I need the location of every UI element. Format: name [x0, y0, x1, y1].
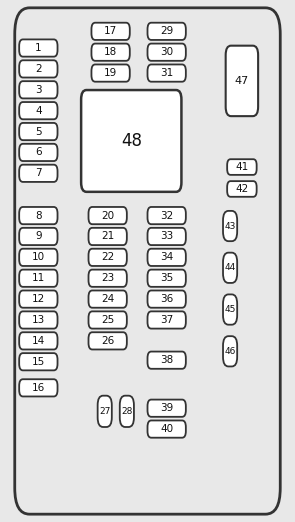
FancyBboxPatch shape [19, 269, 58, 287]
Text: 35: 35 [160, 273, 173, 283]
FancyBboxPatch shape [148, 352, 186, 369]
Text: 2: 2 [35, 64, 42, 74]
FancyBboxPatch shape [91, 65, 130, 81]
FancyBboxPatch shape [223, 294, 237, 325]
FancyBboxPatch shape [226, 46, 258, 116]
Text: 33: 33 [160, 231, 173, 242]
Text: 3: 3 [35, 85, 42, 95]
Text: 12: 12 [32, 294, 45, 304]
Text: 46: 46 [224, 347, 236, 356]
FancyBboxPatch shape [19, 164, 58, 182]
Text: 36: 36 [160, 294, 173, 304]
FancyBboxPatch shape [223, 211, 237, 241]
Text: 4: 4 [35, 105, 42, 116]
FancyBboxPatch shape [19, 290, 58, 308]
FancyBboxPatch shape [148, 290, 186, 308]
Text: 25: 25 [101, 315, 114, 325]
Text: 5: 5 [35, 126, 42, 137]
FancyBboxPatch shape [227, 159, 257, 175]
FancyBboxPatch shape [120, 396, 134, 427]
FancyBboxPatch shape [88, 228, 127, 245]
FancyBboxPatch shape [19, 81, 58, 98]
FancyBboxPatch shape [88, 269, 127, 287]
FancyBboxPatch shape [88, 311, 127, 329]
Text: 41: 41 [235, 162, 248, 172]
FancyBboxPatch shape [227, 181, 257, 197]
FancyBboxPatch shape [148, 249, 186, 266]
Text: 37: 37 [160, 315, 173, 325]
FancyBboxPatch shape [88, 333, 127, 350]
Text: 20: 20 [101, 210, 114, 221]
Text: 22: 22 [101, 252, 114, 263]
Text: 24: 24 [101, 294, 114, 304]
Text: 30: 30 [160, 47, 173, 57]
Text: 16: 16 [32, 383, 45, 393]
Text: 11: 11 [32, 273, 45, 283]
FancyBboxPatch shape [19, 311, 58, 329]
Text: 43: 43 [224, 221, 236, 231]
Text: 8: 8 [35, 210, 42, 221]
Text: 9: 9 [35, 231, 42, 242]
Text: 21: 21 [101, 231, 114, 242]
FancyBboxPatch shape [19, 207, 58, 224]
Text: 10: 10 [32, 252, 45, 263]
Text: 42: 42 [235, 184, 248, 194]
FancyBboxPatch shape [81, 90, 181, 192]
Text: 7: 7 [35, 168, 42, 179]
Text: 27: 27 [99, 407, 110, 416]
Text: 40: 40 [160, 424, 173, 434]
Text: 38: 38 [160, 355, 173, 365]
FancyBboxPatch shape [19, 60, 58, 78]
FancyBboxPatch shape [148, 65, 186, 81]
FancyBboxPatch shape [19, 353, 58, 371]
Text: 26: 26 [101, 336, 114, 346]
Text: 23: 23 [101, 273, 114, 283]
FancyBboxPatch shape [88, 249, 127, 266]
FancyBboxPatch shape [148, 400, 186, 417]
FancyBboxPatch shape [19, 144, 58, 161]
Text: 48: 48 [121, 132, 142, 150]
FancyBboxPatch shape [19, 102, 58, 120]
Text: 15: 15 [32, 357, 45, 367]
Text: 17: 17 [104, 26, 117, 37]
FancyBboxPatch shape [19, 228, 58, 245]
Text: 28: 28 [121, 407, 132, 416]
FancyBboxPatch shape [148, 421, 186, 437]
Text: 1: 1 [35, 43, 42, 53]
FancyBboxPatch shape [91, 43, 130, 61]
FancyBboxPatch shape [148, 207, 186, 224]
Text: 19: 19 [104, 68, 117, 78]
FancyBboxPatch shape [88, 290, 127, 308]
Text: 29: 29 [160, 26, 173, 37]
FancyBboxPatch shape [91, 22, 130, 40]
FancyBboxPatch shape [148, 22, 186, 40]
Text: 47: 47 [235, 76, 249, 86]
FancyBboxPatch shape [19, 333, 58, 350]
Text: 39: 39 [160, 403, 173, 413]
FancyBboxPatch shape [148, 269, 186, 287]
Text: 31: 31 [160, 68, 173, 78]
Text: 44: 44 [224, 263, 236, 272]
Text: 6: 6 [35, 147, 42, 158]
Text: 32: 32 [160, 210, 173, 221]
Text: 34: 34 [160, 252, 173, 263]
Text: 45: 45 [224, 305, 236, 314]
FancyBboxPatch shape [148, 43, 186, 61]
FancyBboxPatch shape [148, 228, 186, 245]
Text: 14: 14 [32, 336, 45, 346]
FancyBboxPatch shape [223, 336, 237, 366]
FancyBboxPatch shape [15, 8, 280, 514]
FancyBboxPatch shape [88, 207, 127, 224]
FancyBboxPatch shape [223, 253, 237, 283]
FancyBboxPatch shape [98, 396, 112, 427]
FancyBboxPatch shape [148, 311, 186, 329]
FancyBboxPatch shape [19, 379, 58, 397]
Text: 13: 13 [32, 315, 45, 325]
FancyBboxPatch shape [19, 123, 58, 140]
Text: 18: 18 [104, 47, 117, 57]
FancyBboxPatch shape [19, 39, 58, 56]
FancyBboxPatch shape [19, 249, 58, 266]
